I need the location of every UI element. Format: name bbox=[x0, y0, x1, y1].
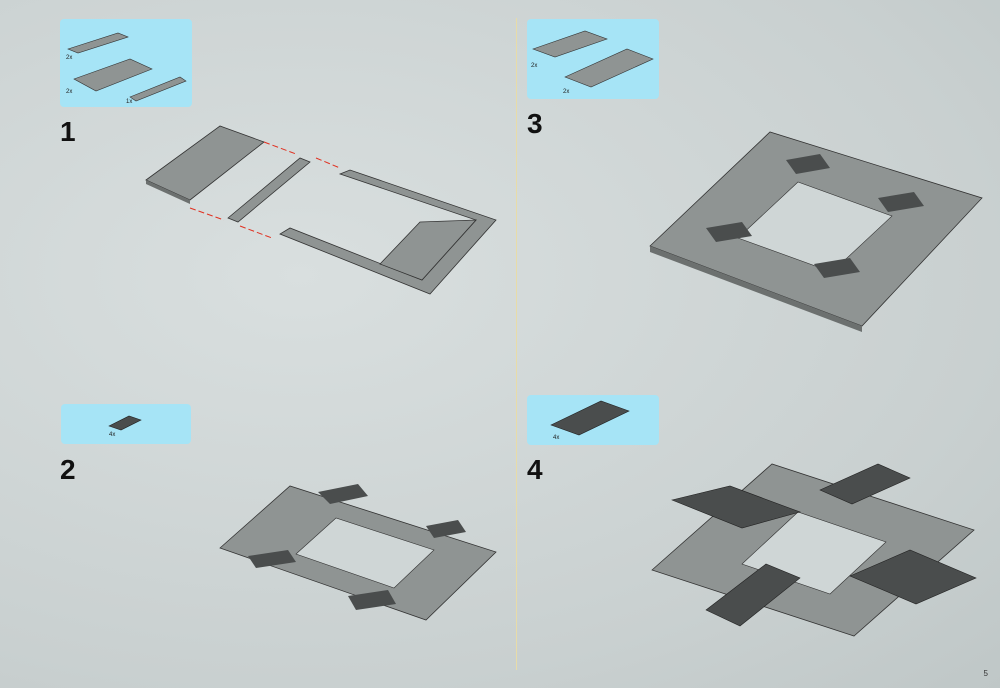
part-qty: 2x bbox=[563, 89, 570, 95]
part-qty: 2x bbox=[66, 89, 73, 95]
step-1-illustration bbox=[145, 125, 497, 295]
parts-callout-step-2: 4x bbox=[61, 404, 191, 444]
parts-callout-step-3: 2x 2x bbox=[527, 19, 659, 99]
step-number: 3 bbox=[527, 108, 543, 139]
step-4-illustration bbox=[651, 463, 977, 637]
step-number: 4 bbox=[527, 454, 543, 485]
page-divider bbox=[516, 18, 517, 670]
step-number: 1 bbox=[60, 116, 76, 147]
part-qty: 4x bbox=[553, 435, 560, 441]
part-qty: 2x bbox=[531, 63, 538, 69]
parts-illustration bbox=[67, 32, 187, 102]
part-qty: 4x bbox=[109, 432, 116, 438]
part-qty: 2x bbox=[66, 55, 73, 61]
parts-illustration bbox=[108, 415, 142, 431]
parts-callout-step-4: 4x bbox=[527, 395, 659, 445]
step-2-illustration bbox=[219, 484, 497, 621]
page-number: 5 bbox=[983, 669, 988, 678]
step-number: 2 bbox=[60, 454, 76, 485]
parts-illustration bbox=[550, 400, 630, 436]
step-3-illustration bbox=[649, 131, 983, 332]
part-qty: 1x bbox=[126, 99, 133, 105]
parts-callout-step-1: 2x 2x 1x bbox=[60, 19, 192, 107]
parts-illustration bbox=[532, 30, 654, 88]
